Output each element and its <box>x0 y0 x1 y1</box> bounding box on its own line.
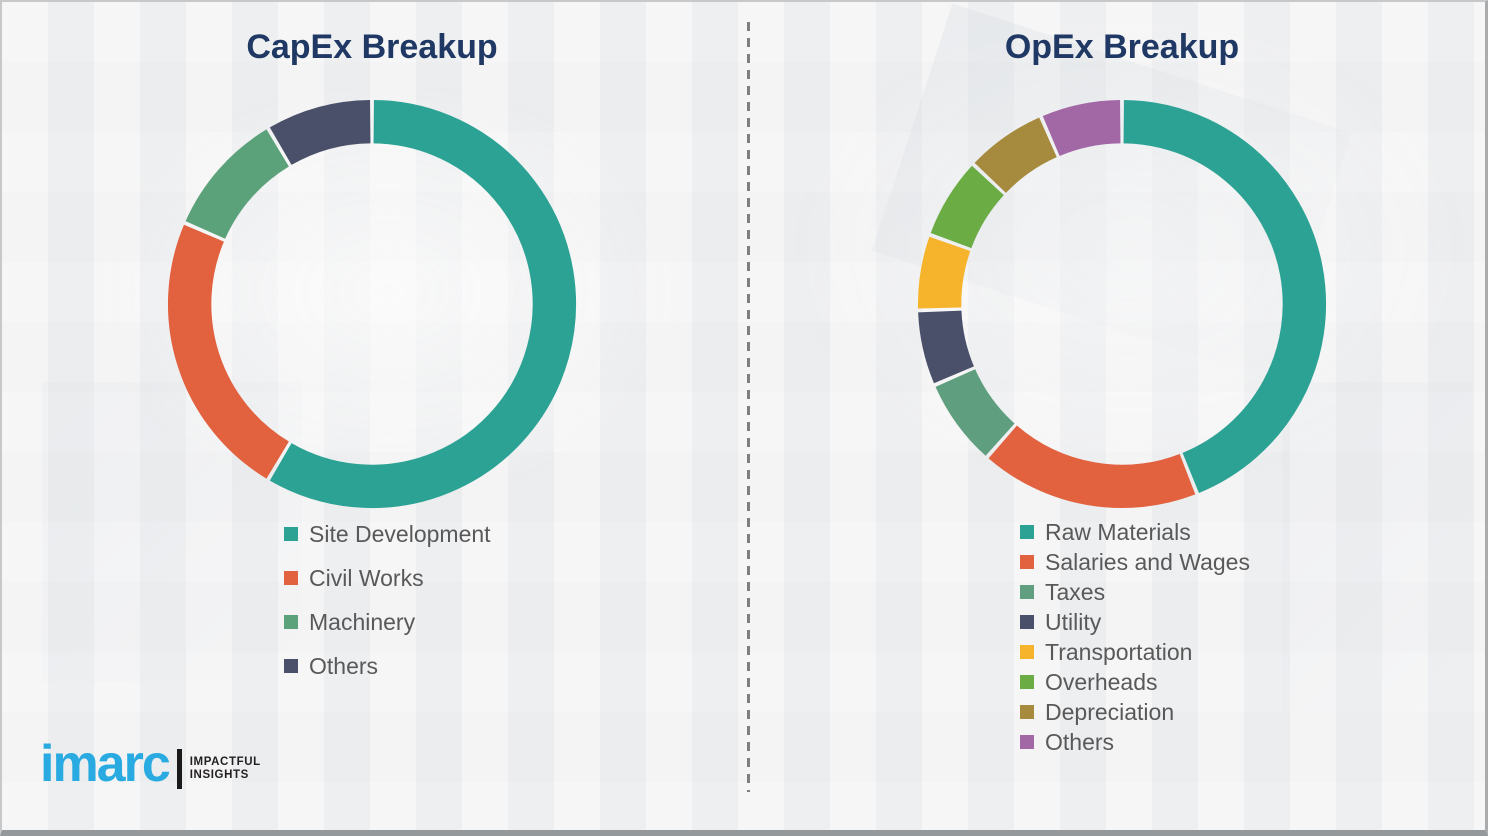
donut-segment-depreciation <box>974 117 1058 194</box>
vertical-dashed-divider <box>747 22 750 792</box>
legend-label: Depreciation <box>1045 698 1175 725</box>
legend-label: Utility <box>1045 608 1102 635</box>
donut-segment-machinery <box>185 129 290 240</box>
donut-segment-others <box>269 99 371 166</box>
capex-donut-chart <box>165 97 579 511</box>
imarc-logo: imarc IMPACTFUL INSIGHTS <box>40 737 261 795</box>
donut-segment-overheads <box>930 165 1005 249</box>
donut-segment-civil-works <box>167 224 290 479</box>
legend-label: Overheads <box>1045 668 1158 695</box>
legend-label: Raw Materials <box>1045 518 1191 545</box>
legend-label: Transportation <box>1045 638 1193 665</box>
legend-swatch-icon <box>1020 645 1034 659</box>
opex-donut-chart <box>915 97 1329 511</box>
legend-swatch-icon <box>1020 615 1034 629</box>
donut-segment-site-development <box>269 99 577 508</box>
donut-segment-raw-materials <box>1123 99 1326 493</box>
legend-label: Taxes <box>1045 578 1106 605</box>
legend-item-raw-materials: Raw Materials <box>1020 517 1250 547</box>
opex-chart-title: OpEx Breakup <box>1004 28 1240 66</box>
donut-segment-transportation <box>917 236 971 309</box>
legend-label: Others <box>309 652 379 679</box>
legend-label: Site Development <box>309 520 491 547</box>
opex-legend: Raw Materials Salaries and Wages Taxes Util… <box>1020 517 1250 757</box>
donut-segment-utility <box>918 310 975 384</box>
donut-segment-taxes <box>935 368 1016 456</box>
legend-item-overheads: Overheads <box>1020 667 1250 697</box>
imarc-logo-wordmark: imarc <box>40 735 171 793</box>
legend-swatch-icon <box>284 527 298 541</box>
capex-legend: Site Development Civil Works Machinery Othe… <box>284 512 491 688</box>
legend-item-machinery: Machinery <box>284 600 491 644</box>
legend-swatch-icon <box>1020 735 1034 749</box>
legend-swatch-icon <box>1020 555 1034 569</box>
donut-segment-others <box>1042 99 1121 157</box>
legend-item-depreciation: Depreciation <box>1020 697 1250 727</box>
legend-item-taxes: Taxes <box>1020 577 1250 607</box>
legend-swatch-icon <box>1020 585 1034 599</box>
legend-item-salaries-and-wages: Salaries and Wages <box>1020 547 1250 577</box>
legend-swatch-icon <box>284 571 298 585</box>
imarc-logo-divider-bar <box>176 749 182 789</box>
legend-item-others: Others <box>1020 727 1250 757</box>
legend-item-utility: Utility <box>1020 607 1250 637</box>
legend-item-transportation: Transportation <box>1020 637 1250 667</box>
legend-swatch-icon <box>1020 525 1034 539</box>
imarc-tagline-line2: INSIGHTS <box>189 769 249 781</box>
legend-item-civil-works: Civil Works <box>284 556 491 600</box>
legend-label: Civil Works <box>309 564 424 591</box>
legend-swatch-icon <box>1020 705 1034 719</box>
legend-swatch-icon <box>284 659 298 673</box>
legend-label: Others <box>1045 728 1115 755</box>
legend-item-others: Others <box>284 644 491 688</box>
legend-item-site-development: Site Development <box>284 512 491 556</box>
legend-label: Salaries and Wages <box>1045 548 1250 575</box>
donut-segment-salaries-and-wages <box>988 425 1196 509</box>
legend-label: Machinery <box>309 608 416 635</box>
imarc-logo-tagline: IMPACTFUL INSIGHTS <box>190 756 261 783</box>
legend-swatch-icon <box>1020 675 1034 689</box>
capex-chart-title: CapEx Breakup <box>246 28 498 66</box>
legend-swatch-icon <box>284 615 298 629</box>
imarc-tagline-line1: IMPACTFUL <box>189 755 261 768</box>
